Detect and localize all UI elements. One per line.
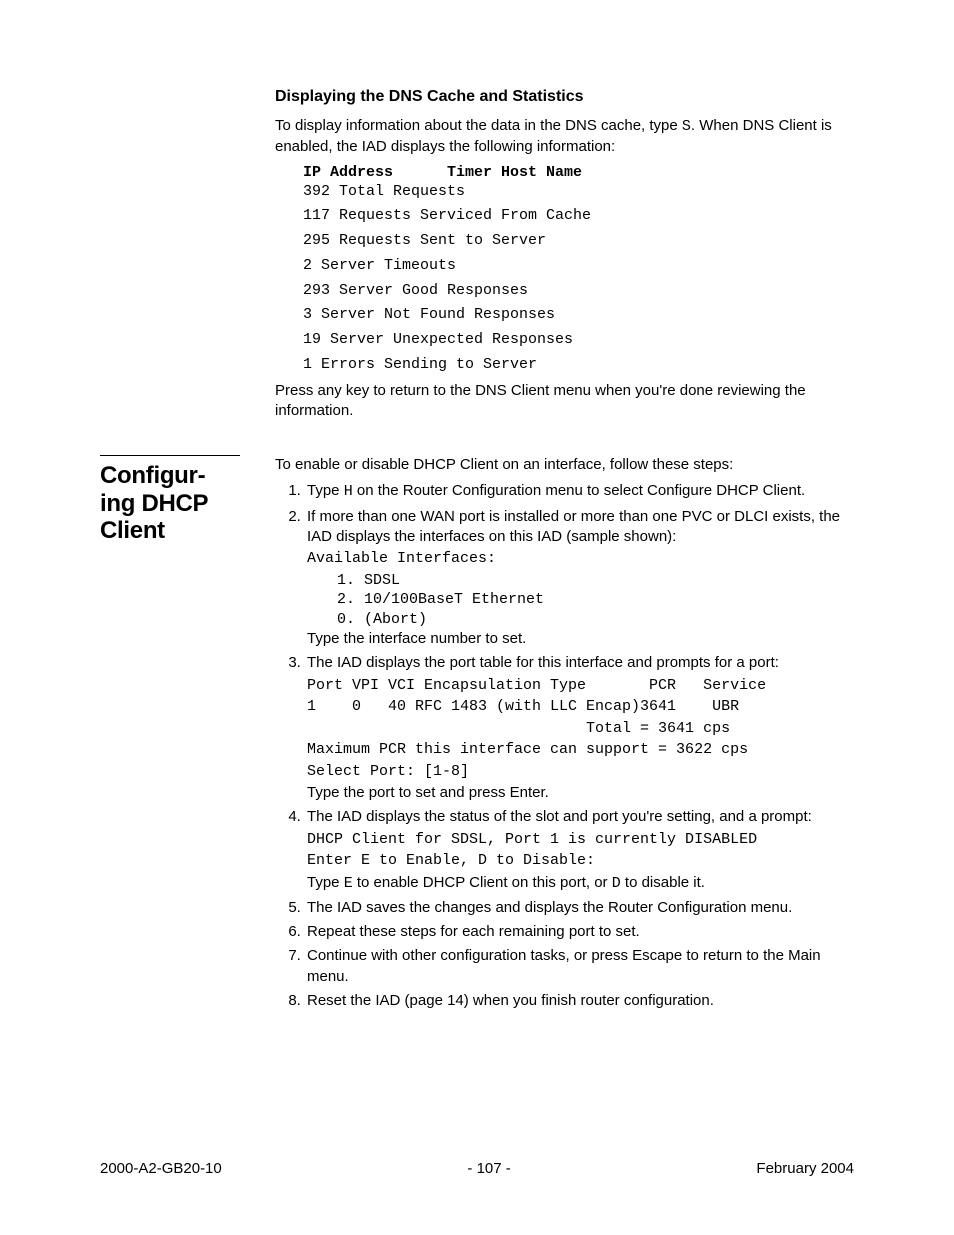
section-dns-cache: Displaying the DNS Cache and Statistics … — [100, 88, 854, 427]
step-mono: Select Port: [1-8] — [307, 762, 854, 782]
step-mono: 1. SDSL — [337, 571, 854, 591]
step-text: Type the port to set and press Enter. — [307, 784, 549, 801]
cache-line: 295 Requests Sent to Server — [303, 232, 854, 251]
step-text: Type — [307, 482, 344, 499]
step-text: The IAD displays the status of the slot … — [307, 808, 812, 825]
cache-line: 117 Requests Serviced From Cache — [303, 207, 854, 226]
section-dhcp-client: Configur- ing DHCP Client To enable or d… — [100, 455, 854, 1015]
step-mono: 2. 10/100BaseT Ethernet — [337, 590, 854, 610]
step-mono: 0. (Abort) — [337, 610, 854, 630]
cache-line: 19 Server Unexpected Responses — [303, 331, 854, 350]
side-heading: Configur- ing DHCP Client — [100, 462, 275, 545]
cache-line: 293 Server Good Responses — [303, 282, 854, 301]
step-text: Type the interface number to set. — [307, 630, 526, 647]
intro-text-before: To display information about the data in… — [275, 117, 682, 134]
outro-paragraph: Press any key to return to the DNS Clien… — [275, 381, 854, 422]
section-body: To enable or disable DHCP Client on an i… — [275, 455, 854, 1015]
page: Displaying the DNS Cache and Statistics … — [0, 0, 954, 1235]
section-heading: Displaying the DNS Cache and Statistics — [275, 88, 854, 106]
cache-line: 392 Total Requests — [303, 183, 854, 202]
intro-paragraph: To display information about the data in… — [275, 116, 854, 158]
step-item: The IAD displays the status of the slot … — [305, 807, 854, 894]
step-code: E — [344, 875, 353, 892]
step-code: D — [612, 875, 621, 892]
cache-header: IP Address Timer Host Name — [303, 164, 854, 181]
step-text: If more than one WAN port is installed o… — [307, 508, 840, 545]
step-mono: Total = 3641 cps — [307, 719, 854, 739]
footer-center: - 107 - — [467, 1160, 510, 1177]
footer-right: February 2004 — [756, 1160, 854, 1177]
step-item: Type H on the Router Configuration menu … — [305, 481, 854, 502]
left-margin: Configur- ing DHCP Client — [100, 455, 275, 545]
cache-line: 2 Server Timeouts — [303, 257, 854, 276]
step-text: to disable it. — [621, 874, 705, 891]
step-mono: 1 0 40 RFC 1483 (with LLC Encap)3641 UBR — [307, 697, 854, 717]
step-item: Repeat these steps for each remaining po… — [305, 922, 854, 942]
step-item: The IAD saves the changes and displays t… — [305, 898, 854, 918]
step-item: The IAD displays the port table for this… — [305, 653, 854, 803]
step-mono: Enter E to Enable, D to Disable: — [307, 851, 854, 871]
steps-list: Type H on the Router Configuration menu … — [275, 481, 854, 1011]
step-mono: DHCP Client for SDSL, Port 1 is currentl… — [307, 830, 854, 850]
page-footer: 2000-A2-GB20-10 - 107 - February 2004 — [100, 1160, 854, 1177]
cache-line: 3 Server Not Found Responses — [303, 306, 854, 325]
footer-left: 2000-A2-GB20-10 — [100, 1160, 222, 1177]
side-rule — [100, 455, 240, 456]
step-mono: Port VPI VCI Encapsulation Type PCR Serv… — [307, 676, 854, 696]
step-item: Continue with other configuration tasks,… — [305, 946, 854, 987]
step-mono: Available Interfaces: — [307, 549, 854, 569]
step-code: H — [344, 483, 353, 500]
step-text: on the Router Configuration menu to sele… — [353, 482, 805, 499]
step-item: Reset the IAD (page 14) when you finish … — [305, 991, 854, 1011]
step-mono: Maximum PCR this interface can support =… — [307, 740, 854, 760]
step-text: Type — [307, 874, 344, 891]
step-text: The IAD displays the port table for this… — [307, 654, 779, 671]
intro-code: S — [682, 118, 691, 135]
cache-line: 1 Errors Sending to Server — [303, 356, 854, 375]
intro-paragraph: To enable or disable DHCP Client on an i… — [275, 455, 854, 475]
step-item: If more than one WAN port is installed o… — [305, 507, 854, 650]
section-body: Displaying the DNS Cache and Statistics … — [275, 88, 854, 427]
step-text: to enable DHCP Client on this port, or — [353, 874, 612, 891]
